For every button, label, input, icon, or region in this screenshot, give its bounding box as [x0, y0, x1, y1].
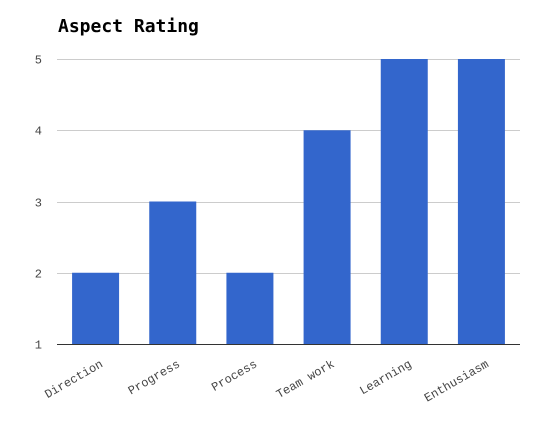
bar-learning — [380, 59, 428, 344]
y-tick-label: 5 — [35, 54, 42, 68]
x-category-label: Learning — [357, 357, 414, 398]
chart-title: Aspect Rating — [58, 16, 199, 37]
y-axis-tick-labels: 1 2 3 4 5 — [35, 54, 42, 353]
bar-process — [226, 272, 274, 344]
x-category-label: Progress — [126, 357, 183, 398]
y-tick-label: 1 — [35, 339, 42, 353]
x-category-label: Team work — [274, 357, 337, 402]
bar-progress — [149, 201, 197, 344]
bar-team-work — [303, 130, 351, 344]
gridlines — [57, 59, 520, 274]
bar-enthusiasm — [457, 59, 505, 344]
y-tick-label: 4 — [35, 125, 42, 139]
bar-direction — [72, 272, 120, 344]
x-category-label: Direction — [42, 357, 105, 402]
x-category-label: Process — [209, 357, 260, 394]
x-category-label: Enthusiasm — [422, 357, 491, 405]
y-tick-label: 3 — [35, 197, 42, 211]
y-tick-label: 2 — [35, 268, 42, 282]
bars — [72, 59, 505, 344]
x-axis-category-labels: Direction Progress Process Team work Learnin… — [42, 357, 491, 405]
